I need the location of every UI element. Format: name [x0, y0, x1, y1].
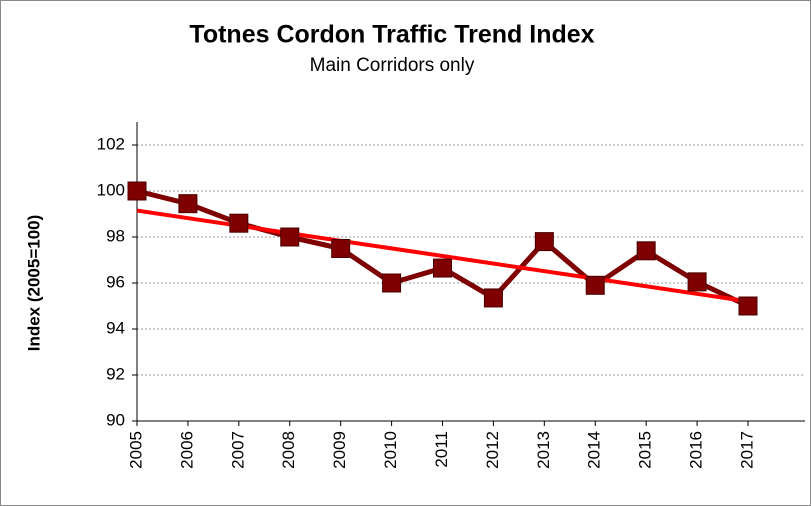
data-marker: [433, 258, 452, 278]
y-tick-label: 102: [97, 134, 125, 153]
y-tick-label: 96: [106, 272, 125, 291]
data-marker: [280, 227, 300, 247]
data-marker: [331, 239, 351, 258]
data-marker: [687, 272, 707, 292]
chart-title: Totnes Cordon Traffic Trend Index: [189, 21, 594, 49]
x-tick-label: 2005: [126, 431, 145, 469]
x-tick-label: 2006: [177, 431, 196, 469]
data-marker: [229, 213, 249, 233]
y-tick-label: 100: [97, 180, 125, 199]
y-tick-label: 98: [106, 226, 125, 245]
y-tick-label: 92: [106, 364, 125, 383]
x-tick-label: 2013: [534, 431, 553, 469]
x-tick-label: 2007: [228, 431, 247, 469]
chart-subtitle: Main Corridors only: [310, 55, 475, 76]
y-tick-label: 90: [106, 410, 125, 429]
data-marker: [127, 181, 147, 201]
data-marker: [738, 296, 758, 316]
x-tick-label: 2016: [687, 431, 706, 469]
x-tick-label: 2014: [585, 431, 604, 469]
x-tick-label: 2015: [636, 431, 655, 469]
data-marker: [382, 273, 402, 293]
x-tick-label: 2010: [381, 431, 400, 469]
x-tick-label: 2012: [483, 431, 502, 469]
data-marker: [585, 275, 605, 295]
y-axis-label: Index (2005=100): [24, 215, 43, 352]
data-marker: [178, 194, 198, 214]
x-tick-label: 2011: [432, 431, 451, 468]
y-tick-label: 94: [106, 318, 125, 337]
data-marker: [636, 241, 656, 261]
x-tick-label: 2009: [330, 431, 349, 469]
x-tick-label: 2008: [279, 431, 298, 469]
x-tick-label: 2017: [737, 431, 756, 469]
data-marker: [534, 232, 554, 252]
data-marker: [483, 288, 503, 308]
